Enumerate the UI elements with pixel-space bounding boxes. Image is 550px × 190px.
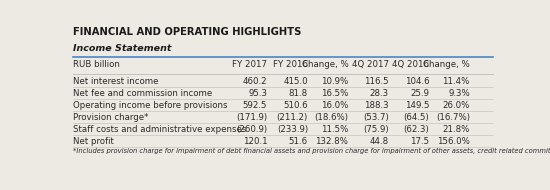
Text: Change, %: Change, % — [423, 60, 470, 69]
Text: 510.6: 510.6 — [283, 101, 308, 110]
Text: 17.5: 17.5 — [410, 137, 430, 146]
Text: 120.1: 120.1 — [243, 137, 267, 146]
Text: 116.5: 116.5 — [364, 77, 389, 86]
Text: 51.6: 51.6 — [289, 137, 308, 146]
Text: 188.3: 188.3 — [364, 101, 389, 110]
Text: FY 2017: FY 2017 — [233, 60, 267, 69]
Text: 16.5%: 16.5% — [321, 89, 348, 98]
Text: 415.0: 415.0 — [283, 77, 308, 86]
Text: FY 2016: FY 2016 — [273, 60, 308, 69]
Text: 81.8: 81.8 — [289, 89, 308, 98]
Text: 28.3: 28.3 — [370, 89, 389, 98]
Text: (18.6%): (18.6%) — [315, 113, 348, 122]
Text: Income Statement: Income Statement — [73, 44, 172, 53]
Text: 4Q 2016: 4Q 2016 — [392, 60, 430, 69]
Text: 4Q 2017: 4Q 2017 — [352, 60, 389, 69]
Text: 21.8%: 21.8% — [443, 125, 470, 134]
Text: Change, %: Change, % — [301, 60, 348, 69]
Text: (171.9): (171.9) — [236, 113, 267, 122]
Text: (233.9): (233.9) — [277, 125, 308, 134]
Text: 104.6: 104.6 — [405, 77, 430, 86]
Text: 10.9%: 10.9% — [321, 77, 348, 86]
Text: (211.2): (211.2) — [277, 113, 308, 122]
Text: (64.5): (64.5) — [404, 113, 430, 122]
Text: FINANCIAL AND OPERATING HIGHLIGHTS: FINANCIAL AND OPERATING HIGHLIGHTS — [73, 27, 301, 37]
Text: *Includes provision charge for impairment of debt financial assets and provision: *Includes provision charge for impairmen… — [73, 148, 550, 154]
Text: 149.5: 149.5 — [405, 101, 430, 110]
Text: 592.5: 592.5 — [243, 101, 267, 110]
Text: 460.2: 460.2 — [243, 77, 267, 86]
Text: 95.3: 95.3 — [249, 89, 267, 98]
Text: Net interest income: Net interest income — [73, 77, 158, 86]
Text: 16.0%: 16.0% — [321, 101, 348, 110]
Text: Net profit: Net profit — [73, 137, 114, 146]
Text: (16.7%): (16.7%) — [436, 113, 470, 122]
Text: (260.9): (260.9) — [236, 125, 267, 134]
Text: (62.3): (62.3) — [404, 125, 430, 134]
Text: 9.3%: 9.3% — [448, 89, 470, 98]
Text: 156.0%: 156.0% — [437, 137, 470, 146]
Text: Net fee and commission income: Net fee and commission income — [73, 89, 212, 98]
Text: 25.9: 25.9 — [410, 89, 430, 98]
Text: Operating income before provisions: Operating income before provisions — [73, 101, 228, 110]
Text: 132.8%: 132.8% — [316, 137, 348, 146]
Text: (75.9): (75.9) — [363, 125, 389, 134]
Text: 11.4%: 11.4% — [443, 77, 470, 86]
Text: (53.7): (53.7) — [363, 113, 389, 122]
Text: 26.0%: 26.0% — [443, 101, 470, 110]
Text: 11.5%: 11.5% — [321, 125, 348, 134]
Text: Provision charge*: Provision charge* — [73, 113, 148, 122]
Text: Staff costs and administrative expenses: Staff costs and administrative expenses — [73, 125, 246, 134]
Text: 44.8: 44.8 — [370, 137, 389, 146]
Text: RUB billion: RUB billion — [73, 60, 120, 69]
